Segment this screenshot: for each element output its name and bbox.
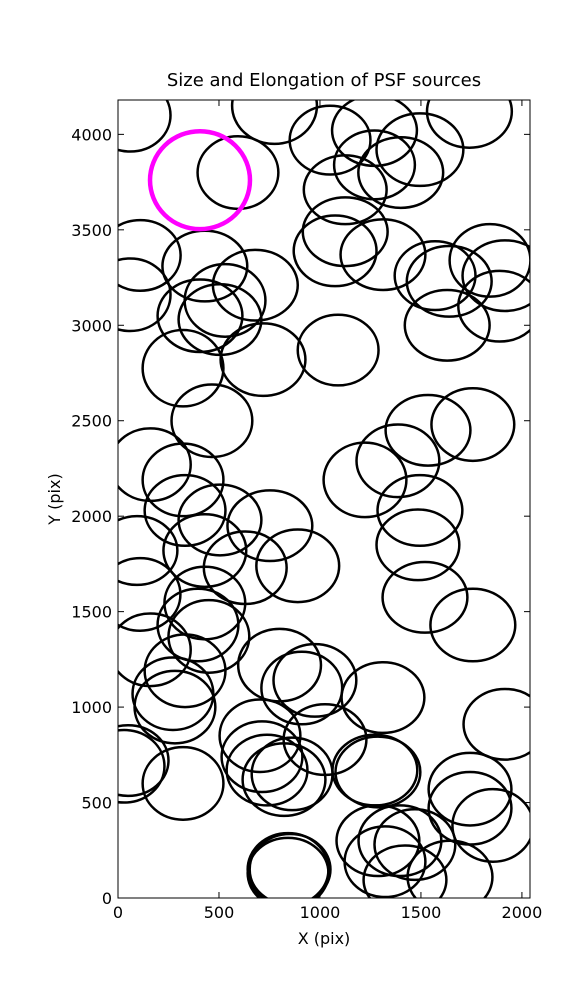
- psf-ellipse: [405, 244, 493, 318]
- y-tick-label: 0: [102, 889, 112, 908]
- y-tick-label: 1500: [71, 603, 112, 622]
- x-tick-label: 2000: [502, 903, 543, 922]
- psf-ellipse: [118, 612, 192, 688]
- psf-ellipse: [118, 514, 179, 587]
- psf-ellipse: [462, 687, 530, 761]
- psf-ellipse: [156, 587, 240, 663]
- psf-ellipse: [246, 836, 330, 898]
- psf-ellipse: [118, 728, 166, 804]
- psf-ellipse: [448, 222, 530, 298]
- psf-ellipse: [143, 633, 227, 709]
- psf-ellipse: [384, 393, 472, 467]
- y-tick-label: 3500: [71, 221, 112, 240]
- psf-ellipse: [429, 587, 517, 663]
- x-tick-label: 0: [113, 903, 123, 922]
- psf-ellipse: [292, 214, 378, 288]
- psf-ellipse: [272, 642, 358, 718]
- psf-ellipse: [118, 427, 192, 503]
- psf-ellipse: [225, 733, 309, 807]
- psf-ellipse: [236, 627, 323, 703]
- psf-ellipse: [118, 218, 182, 292]
- psf-ellipse: [118, 723, 170, 798]
- psf-ellipse: [118, 556, 182, 632]
- x-tick-label: 1500: [401, 903, 442, 922]
- psf-ellipse: [177, 483, 263, 557]
- y-tick-label: 3000: [71, 316, 112, 335]
- psf-ellipse: [334, 735, 422, 809]
- psf-ellipse: [255, 528, 341, 604]
- psf-ellipse: [131, 656, 215, 732]
- psf-ellipse: [296, 313, 380, 387]
- y-axis-label: Y (pix): [45, 473, 64, 525]
- psf-ellipse: [393, 240, 477, 312]
- y-tick-label: 2000: [71, 507, 112, 526]
- psf-ellipse: [301, 196, 389, 268]
- psf-ellipse: [355, 423, 441, 499]
- psf-ellipse: [376, 473, 464, 548]
- psf-ellipse: [241, 742, 327, 818]
- psf-ellipse: [322, 441, 408, 519]
- psf-ellipse: [430, 387, 516, 463]
- psf-ellipse: [156, 278, 244, 354]
- psf-ellipse: [425, 100, 514, 149]
- psf-ellipse: [403, 288, 491, 362]
- psf-ellipse: [143, 473, 227, 548]
- y-tick-label: 4000: [71, 125, 112, 144]
- y-tick-label: 1000: [71, 698, 112, 717]
- psf-ellipse: [340, 660, 426, 735]
- x-tick-label: 500: [204, 903, 235, 922]
- x-axis-label: X (pix): [298, 929, 351, 948]
- psf-ellipse: [230, 100, 319, 146]
- psf-ellipse: [339, 218, 427, 292]
- reference-circle: [147, 128, 253, 232]
- psf-ellipse: [118, 100, 172, 153]
- psf-ellipse: [288, 104, 372, 176]
- psf-ellipse: [381, 560, 469, 634]
- psf-ellipse: [226, 489, 314, 563]
- plot-area: [118, 100, 530, 898]
- psf-ellipse: [461, 239, 530, 313]
- psf-ellipse: [406, 839, 494, 898]
- psf-ellipse: [375, 112, 465, 188]
- chart-title: Size and Elongation of PSF sources: [167, 70, 481, 91]
- psf-ellipse: [375, 508, 461, 582]
- psf-ellipse: [248, 832, 332, 898]
- psf-ellipse: [133, 669, 217, 745]
- y-tick-label: 500: [81, 794, 112, 813]
- y-tick-label: 2500: [71, 412, 112, 431]
- plot-frame: [117, 99, 531, 899]
- psf-ellipse: [118, 257, 172, 333]
- psf-ellipse: [170, 383, 254, 459]
- psf-ellipse: [357, 135, 445, 210]
- psf-ellipse: [451, 787, 530, 863]
- psf-ellipse: [427, 751, 513, 827]
- psf-ellipse: [335, 804, 421, 878]
- psf-ellipse: [302, 154, 388, 226]
- psf-ellipse: [141, 442, 225, 518]
- psf-ellipse: [362, 844, 448, 898]
- psf-ellipse: [357, 804, 443, 878]
- psf-ellipse: [220, 720, 304, 794]
- psf-ellipse: [162, 513, 248, 589]
- psf-ellipse: [218, 698, 302, 774]
- psf-ellipse: [373, 807, 457, 882]
- psf-ellipse: [343, 825, 427, 898]
- psf-ellipse: [457, 269, 530, 343]
- psf-ellipse: [141, 745, 225, 821]
- psf-ellipse: [219, 322, 307, 398]
- x-tick-label: 1000: [300, 903, 341, 922]
- psf-ellipse: [141, 328, 225, 408]
